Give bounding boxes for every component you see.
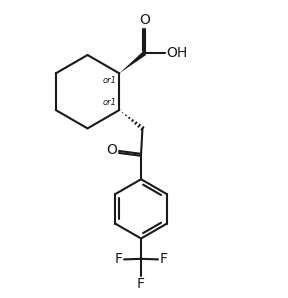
Text: F: F (115, 252, 123, 266)
Polygon shape (119, 51, 146, 73)
Text: or1: or1 (102, 98, 116, 107)
Text: OH: OH (166, 46, 187, 60)
Text: F: F (137, 277, 145, 291)
Text: F: F (160, 252, 167, 266)
Text: O: O (139, 13, 150, 27)
Text: or1: or1 (102, 77, 116, 86)
Text: O: O (107, 143, 117, 157)
